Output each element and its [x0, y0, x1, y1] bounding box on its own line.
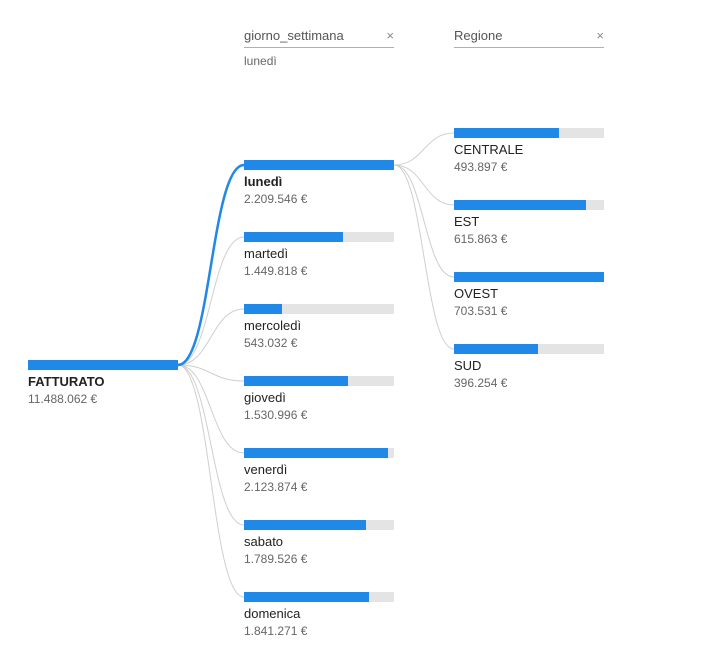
- bar-fill: [244, 160, 394, 170]
- bar-fill: [28, 360, 178, 370]
- bar-track: [244, 160, 394, 170]
- tree-level1-node[interactable]: mercoledì543.032 €: [244, 304, 394, 350]
- tree-level1-node[interactable]: sabato1.789.526 €: [244, 520, 394, 566]
- bar-track: [244, 232, 394, 242]
- bar-track: [244, 376, 394, 386]
- tree-level2-node[interactable]: SUD396.254 €: [454, 344, 604, 390]
- tree-level1-node[interactable]: lunedì2.209.546 €: [244, 160, 394, 206]
- node-value: 396.254 €: [454, 376, 604, 390]
- bar-fill: [454, 200, 586, 210]
- node-value: 543.032 €: [244, 336, 394, 350]
- bar-track: [244, 592, 394, 602]
- connector: [178, 365, 244, 597]
- tree-level1-node[interactable]: giovedì1.530.996 €: [244, 376, 394, 422]
- bar-fill: [454, 272, 604, 282]
- bar-fill: [244, 448, 388, 458]
- bar-track: [28, 360, 178, 370]
- connector: [394, 165, 454, 205]
- node-value: 1.530.996 €: [244, 408, 394, 422]
- bar-track: [244, 448, 394, 458]
- bar-fill: [454, 344, 538, 354]
- bar-track: [454, 128, 604, 138]
- tree-level1-node[interactable]: venerdì2.123.874 €: [244, 448, 394, 494]
- node-label: domenica: [244, 606, 394, 623]
- header-filter: lunedì: [244, 54, 394, 68]
- column-header-level2: Regione ×: [454, 28, 604, 48]
- tree-root[interactable]: FATTURATO11.488.062 €: [28, 360, 178, 406]
- node-label: giovedì: [244, 390, 394, 407]
- node-label: mercoledì: [244, 318, 394, 335]
- connector: [178, 365, 244, 525]
- connector: [394, 133, 454, 165]
- bar-track: [244, 520, 394, 530]
- node-label: martedì: [244, 246, 394, 263]
- node-value: 11.488.062 €: [28, 392, 178, 406]
- bar-fill: [244, 304, 282, 314]
- node-label: FATTURATO: [28, 374, 178, 391]
- bar-track: [244, 304, 394, 314]
- header-title: giorno_settimana: [244, 28, 344, 43]
- node-value: 1.789.526 €: [244, 552, 394, 566]
- connector: [178, 165, 244, 365]
- bar-track: [454, 272, 604, 282]
- bar-fill: [244, 376, 348, 386]
- bar-track: [454, 344, 604, 354]
- node-label: sabato: [244, 534, 394, 551]
- header-title: Regione: [454, 28, 502, 43]
- close-icon[interactable]: ×: [596, 28, 604, 43]
- node-label: EST: [454, 214, 604, 231]
- tree-level1-node[interactable]: domenica1.841.271 €: [244, 592, 394, 638]
- node-label: OVEST: [454, 286, 604, 303]
- close-icon[interactable]: ×: [386, 28, 394, 43]
- node-value: 1.449.818 €: [244, 264, 394, 278]
- tree-level2-node[interactable]: CENTRALE493.897 €: [454, 128, 604, 174]
- node-label: venerdì: [244, 462, 394, 479]
- connector: [178, 365, 244, 381]
- node-value: 2.209.546 €: [244, 192, 394, 206]
- tree-level2-node[interactable]: OVEST703.531 €: [454, 272, 604, 318]
- node-value: 615.863 €: [454, 232, 604, 246]
- bar-fill: [244, 592, 369, 602]
- tree-level2-node[interactable]: EST615.863 €: [454, 200, 604, 246]
- column-header-level1: giorno_settimana × lunedì: [244, 28, 394, 68]
- bar-fill: [244, 232, 343, 242]
- node-label: SUD: [454, 358, 604, 375]
- connector: [178, 237, 244, 365]
- bar-fill: [454, 128, 559, 138]
- node-value: 493.897 €: [454, 160, 604, 174]
- connector: [394, 165, 454, 277]
- connector: [178, 309, 244, 365]
- tree-level1-node[interactable]: martedì1.449.818 €: [244, 232, 394, 278]
- node-value: 703.531 €: [454, 304, 604, 318]
- node-value: 2.123.874 €: [244, 480, 394, 494]
- node-label: lunedì: [244, 174, 394, 191]
- node-value: 1.841.271 €: [244, 624, 394, 638]
- connector: [178, 365, 244, 453]
- node-label: CENTRALE: [454, 142, 604, 159]
- bar-track: [454, 200, 604, 210]
- bar-fill: [244, 520, 366, 530]
- connector: [394, 165, 454, 349]
